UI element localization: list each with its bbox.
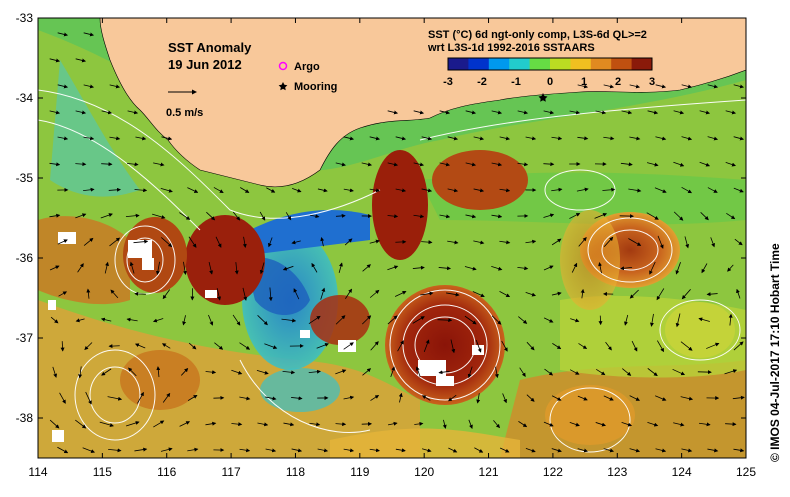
colorbar-segment (570, 58, 591, 70)
lon-tick-label-114: 114 (28, 465, 47, 479)
colorbar (448, 58, 653, 70)
legend-mooring-label: Mooring (294, 81, 337, 93)
colorbar-segment (448, 58, 469, 70)
colorbar-tick-label: -2 (477, 76, 487, 88)
colorbar-segment (530, 58, 551, 70)
colorbar-segment (591, 58, 612, 70)
lon-tick-label-118: 118 (286, 465, 305, 479)
credit-text: © IMOS 04-Jul-2017 17:10 Hobart Time (768, 243, 782, 462)
lat-tick-label--36: -36 (16, 251, 34, 265)
legend-argo-label: Argo (294, 61, 320, 73)
map-title: SST Anomaly (168, 40, 252, 55)
colorbar-tick-label: -1 (511, 76, 521, 88)
colorbar-tick-label: 0 (547, 76, 553, 88)
map-date: 19 Jun 2012 (168, 57, 242, 72)
lon-tick-label-122: 122 (543, 465, 563, 479)
lon-tick-label-121: 121 (479, 465, 499, 479)
colorbar-segment (468, 58, 489, 70)
lat-tick-label--38: -38 (16, 411, 34, 425)
lat-tick-label--34: -34 (16, 91, 34, 105)
lon-tick-label-116: 116 (157, 465, 176, 479)
current-arrow (62, 341, 63, 351)
lon-tick-label-124: 124 (672, 465, 692, 479)
lon-tick-label-125: 125 (736, 465, 756, 479)
colorbar-segment (489, 58, 510, 70)
colorbar-title-line1: SST (°C) 6d ngt-only comp, L3S-6d QL>=2 (428, 29, 647, 41)
lon-tick-label-120: 120 (414, 465, 434, 479)
colorbar-tick-label: 2 (615, 76, 621, 88)
lon-tick-label-117: 117 (222, 465, 241, 479)
lon-tick-label-123: 123 (607, 465, 627, 479)
colorbar-segment (632, 58, 653, 70)
lon-tick-label-119: 119 (350, 465, 369, 479)
current-arrow (135, 294, 146, 295)
lon-tick-label-115: 115 (93, 465, 112, 479)
lat-tick-label--37: -37 (16, 331, 34, 345)
colorbar-tick-label: -3 (443, 76, 453, 88)
lat-tick-label--33: -33 (16, 11, 34, 25)
lat-tick-label--35: -35 (16, 171, 34, 185)
colorbar-segment (509, 58, 530, 70)
scale-label: 0.5 m/s (166, 107, 203, 119)
colorbar-tick-label: 1 (581, 76, 587, 88)
map-plot-area (38, 18, 746, 458)
colorbar-segment (611, 58, 632, 70)
colorbar-segment (550, 58, 571, 70)
colorbar-tick-label: 3 (649, 76, 655, 88)
colorbar-title-line2: wrt L3S-1d 1992-2016 SSTAARS (427, 42, 595, 54)
